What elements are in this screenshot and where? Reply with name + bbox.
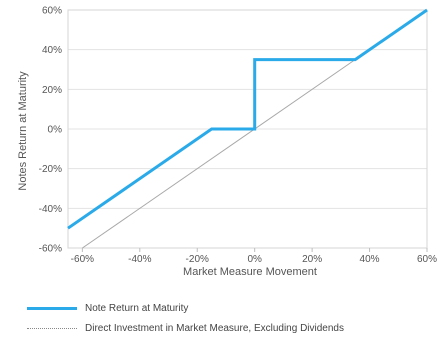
y-axis-title: Notes Return at Maturity	[17, 71, 29, 191]
y-tick-labels: 60% 40% 20% 0% -20% -40% -60%	[39, 6, 62, 255]
x-tick-label: -20%	[186, 254, 209, 265]
x-tick-label: -40%	[128, 254, 151, 265]
y-tick-label: 0%	[48, 125, 63, 136]
series-line-note-return	[67, 8, 428, 230]
legend: Note Return at Maturity Direct Investmen…	[27, 300, 344, 340]
legend-item-note-return: Note Return at Maturity	[27, 300, 344, 316]
legend-label-note-return: Note Return at Maturity	[85, 302, 189, 314]
x-tick-labels: -60% -40% -20% 0% 20% 40% 60%	[71, 254, 437, 265]
y-tick-label: -40%	[39, 204, 62, 215]
series-lines	[67, 8, 428, 249]
x-axis-title: Market Measure Movement	[183, 266, 317, 278]
x-tick-label: 60%	[417, 254, 437, 265]
y-tick-label: 40%	[42, 45, 62, 56]
axes	[67, 9, 428, 252]
y-tick-label: 60%	[42, 6, 62, 17]
legend-item-direct-investment: Direct Investment in Market Measure, Exc…	[27, 320, 344, 336]
y-tick-label: -60%	[39, 244, 62, 255]
plot-border	[67, 9, 428, 249]
x-tick-label: 40%	[360, 254, 380, 265]
x-tick-label: 0%	[247, 254, 262, 265]
y-tick-label: -20%	[39, 164, 62, 175]
legend-swatch-dotted	[27, 327, 77, 329]
legend-swatch-solid	[27, 306, 77, 310]
x-tick-label: -60%	[71, 254, 94, 265]
legend-label-direct-investment: Direct Investment in Market Measure, Exc…	[85, 322, 344, 334]
x-tick-label: 20%	[302, 254, 322, 265]
y-tick-label: 20%	[42, 85, 62, 96]
